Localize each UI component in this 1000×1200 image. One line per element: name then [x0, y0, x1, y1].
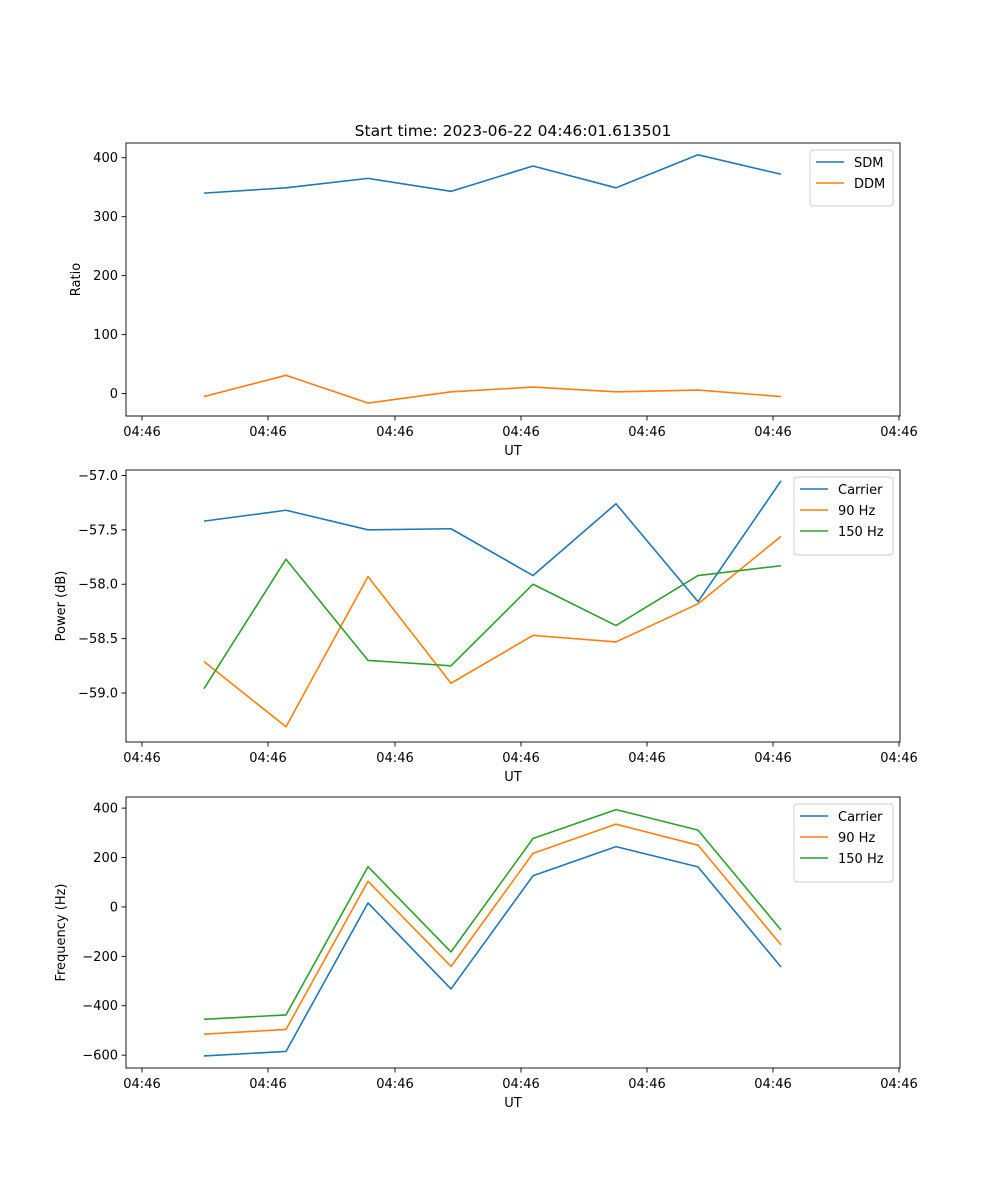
power-y-tick-label: −58.5	[78, 632, 118, 647]
power-y-tick-label: −57.5	[78, 523, 118, 538]
ratio-legend-label-ddm: DDM	[854, 177, 885, 192]
power-x-tick-label: 04:46	[249, 751, 286, 766]
frequency-x-tick-label: 04:46	[376, 1077, 413, 1092]
ratio-x-axis-label: UT	[504, 444, 522, 459]
ratio-legend-box	[809, 149, 894, 207]
frequency-x-tick-label: 04:46	[754, 1077, 791, 1092]
ratio-series-sdm-line	[203, 153, 782, 194]
ratio-x-tick-label: 04:46	[249, 425, 286, 440]
ratio-x-tick-label: 04:46	[123, 425, 160, 440]
frequency-series-150-hz-line	[203, 808, 782, 1021]
ratio-x-tick-label: 04:46	[754, 425, 791, 440]
ratio-y-tick-label: 400	[93, 151, 118, 166]
frequency-x-tick-label: 04:46	[123, 1077, 160, 1092]
frequency-legend: Carrier 90 Hz 150 Hz	[793, 803, 894, 883]
ratio-y-tick-label: 0	[110, 387, 118, 402]
power-legend: Carrier 90 Hz 150 Hz	[793, 476, 894, 556]
ratio-axes-frame	[125, 142, 901, 417]
power-y-tick-label: −59.0	[78, 687, 118, 702]
ratio-series-ddm-line	[203, 374, 782, 404]
frequency-y-tick-label: 200	[93, 851, 118, 866]
ratio-y-axis-label: Ratio	[69, 263, 84, 296]
power-y-tick-label: −57.0	[78, 469, 118, 484]
frequency-y-tick-label: −200	[82, 950, 118, 965]
power-x-tick-label: 04:46	[502, 751, 539, 766]
frequency-axes-frame	[125, 796, 901, 1069]
ratio-x-tick-label: 04:46	[880, 425, 917, 440]
power-x-tick-label: 04:46	[628, 751, 665, 766]
ratio-y-tick-label: 300	[93, 210, 118, 225]
ratio-panel: 04:46 04:46 04:46 04:46 04:46 04:46 04:46 0 100 2…	[69, 142, 918, 459]
frequency-x-axis-label: UT	[504, 1096, 522, 1111]
power-y-axis-label: Power (dB)	[54, 571, 69, 642]
ratio-x-tick-label: 04:46	[376, 425, 413, 440]
chart-title: Start time: 2023-06-22 04:46:01.613501	[355, 122, 672, 140]
power-series-150-hz-line	[203, 558, 782, 690]
power-legend-box	[793, 476, 894, 556]
power-legend-label-carrier: Carrier	[838, 483, 883, 498]
power-series-carrier-line	[203, 480, 782, 603]
power-legend-label-90-hz: 90 Hz	[838, 504, 875, 519]
frequency-legend-box	[793, 803, 894, 883]
power-axes-frame	[125, 469, 901, 743]
frequency-legend-label-carrier: Carrier	[838, 810, 883, 825]
frequency-x-tick-label: 04:46	[249, 1077, 286, 1092]
power-x-tick-label: 04:46	[880, 751, 917, 766]
power-y-tick-label: −58.0	[78, 578, 118, 593]
frequency-x-tick-label: 04:46	[628, 1077, 665, 1092]
ratio-y-tick-label: 200	[93, 269, 118, 284]
frequency-panel: 04:46 04:46 04:46 04:46 04:46 04:46 04:46 −600 −…	[54, 796, 918, 1111]
ratio-y-tick-label: 100	[93, 328, 118, 343]
ratio-x-tick-label: 04:46	[502, 425, 539, 440]
ratio-legend: SDM DDM	[809, 149, 894, 207]
frequency-legend-label-150-hz: 150 Hz	[838, 852, 884, 867]
ratio-x-tick-label: 04:46	[628, 425, 665, 440]
power-x-tick-label: 04:46	[376, 751, 413, 766]
power-legend-label-150-hz: 150 Hz	[838, 525, 884, 540]
frequency-y-tick-label: −400	[82, 999, 118, 1014]
power-x-tick-label: 04:46	[123, 751, 160, 766]
power-panel: 04:46 04:46 04:46 04:46 04:46 04:46 04:46 −59.0…	[54, 469, 918, 785]
frequency-series-90-hz-line	[203, 823, 782, 1035]
power-x-tick-label: 04:46	[754, 751, 791, 766]
frequency-y-tick-label: 0	[110, 900, 118, 915]
ratio-legend-label-sdm: SDM	[854, 156, 883, 171]
frequency-series-carrier-line	[203, 845, 782, 1057]
frequency-y-axis-label: Frequency (Hz)	[54, 883, 69, 981]
power-series-90-hz-line	[203, 535, 782, 728]
frequency-y-tick-label: −600	[82, 1049, 118, 1064]
frequency-x-tick-label: 04:46	[880, 1077, 917, 1092]
frequency-x-tick-label: 04:46	[502, 1077, 539, 1092]
power-x-axis-label: UT	[504, 770, 522, 785]
frequency-y-tick-label: 400	[93, 802, 118, 817]
frequency-legend-label-90-hz: 90 Hz	[838, 831, 875, 846]
